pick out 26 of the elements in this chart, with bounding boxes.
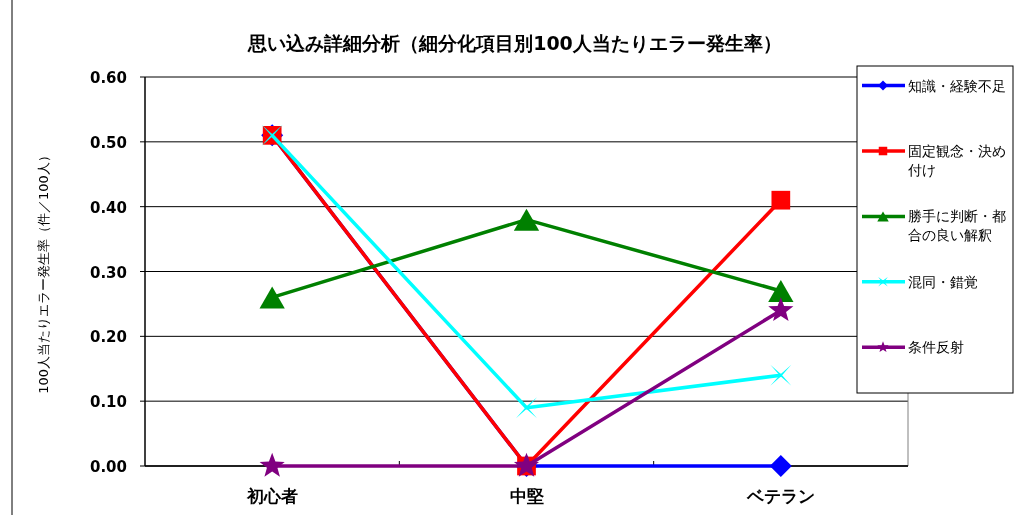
y-axis-title: 100人当たりエラー発生率（件／100人）: [36, 149, 51, 394]
x-tick-label: 中堅: [509, 486, 544, 506]
chart-title: 思い込み詳細分析（細分化項目別100人当たりエラー発生率）: [247, 32, 782, 54]
legend-label: 知識・経験不足: [908, 77, 1006, 94]
y-tick-label: 0.10: [89, 393, 127, 412]
y-tick-label: 0.40: [89, 198, 127, 217]
point: [259, 286, 285, 309]
legend-label: 勝手に判断・都合の良い解釈: [908, 208, 1006, 244]
y-tick-label: 0.00: [89, 458, 127, 476]
point: [768, 279, 794, 302]
point: [770, 364, 792, 386]
point: [513, 208, 540, 231]
point: [768, 297, 794, 322]
y-tick-label: 0.20: [89, 328, 127, 347]
y-tick-label: 0.30: [89, 263, 127, 282]
x-tick-label: ベテラン: [745, 486, 815, 506]
point: [771, 190, 791, 210]
point: [516, 397, 537, 419]
point: [259, 452, 285, 477]
y-tick-label: 0.60: [89, 69, 127, 87]
point: [769, 455, 792, 477]
legend-label: 固定観念・決め付け: [907, 143, 1006, 179]
legend-label: 混同・錯覚: [908, 273, 978, 290]
legend-label: 条件反射: [908, 339, 964, 356]
x-tick-label: 初心者: [245, 486, 298, 506]
y-tick-label: 0.50: [89, 133, 127, 152]
